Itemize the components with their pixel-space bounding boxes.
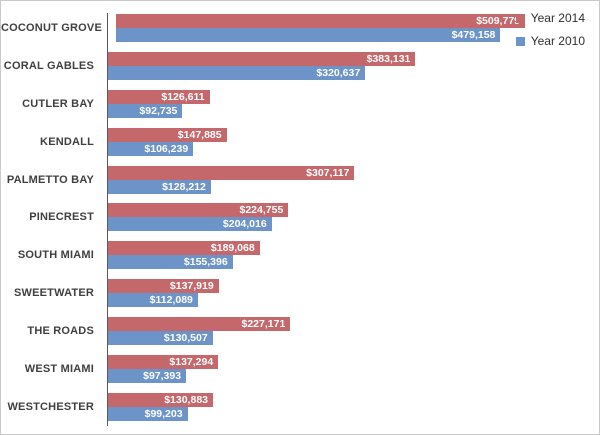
bar-value-label: $224,755 bbox=[239, 204, 284, 217]
bar-value-label: $97,393 bbox=[143, 370, 182, 383]
bar-value-label: $137,919 bbox=[169, 280, 214, 293]
chart-row: SWEETWATER $137,919 $112,089 bbox=[1, 279, 599, 308]
bar-year-2010: $130,507 bbox=[108, 331, 213, 346]
legend-item-year-2010: Year 2010 bbox=[515, 34, 585, 48]
bar-year-2014: $137,294 bbox=[108, 355, 219, 370]
bar-pair: $224,755 $204,016 bbox=[108, 203, 289, 232]
bar-year-2010: $128,212 bbox=[108, 179, 211, 194]
bar-pair: $147,885 $106,239 bbox=[108, 127, 227, 156]
bar-pair: $130,883 $99,203 bbox=[108, 392, 213, 421]
chart-row: SOUTH MIAMI $189,068 $155,396 bbox=[1, 241, 599, 270]
bar-year-2010: $99,203 bbox=[108, 406, 188, 421]
bar-pair: $307,117 $128,212 bbox=[108, 165, 355, 194]
bar-value-label: $106,239 bbox=[144, 142, 189, 155]
plot-area: COCONUT GROVE $509,779 $479,158 CORAL GABLE… bbox=[1, 14, 599, 421]
bar-value-label: $92,735 bbox=[139, 104, 178, 117]
bar-value-label: $130,883 bbox=[164, 393, 208, 406]
chart-row: COCONUT GROVE $509,779 $479,158 bbox=[1, 14, 599, 42]
bar-year-2014: $307,117 bbox=[108, 165, 355, 180]
bar-year-2010: $320,637 bbox=[108, 65, 366, 80]
category-label: PALMETTO BAY bbox=[6, 173, 94, 186]
chart-row: THE ROADS $227,171 $130,507 bbox=[1, 317, 599, 346]
bar-value-label: $204,016 bbox=[222, 218, 267, 231]
category-label: WESTCHESTER bbox=[7, 400, 94, 413]
bar-year-2014: $147,885 bbox=[108, 127, 227, 142]
bar-value-label: $128,212 bbox=[162, 180, 206, 193]
category-label: COCONUT GROVE bbox=[1, 22, 102, 34]
bar-pair: $189,068 $155,396 bbox=[108, 241, 260, 270]
bar-year-2010: $106,239 bbox=[108, 141, 194, 156]
category-label: WEST MIAMI bbox=[24, 363, 94, 376]
category-label: THE ROADS bbox=[27, 325, 94, 338]
bar-pair: $383,131 $320,637 bbox=[108, 51, 416, 80]
bar-value-label: $320,637 bbox=[316, 66, 361, 79]
bar-value-label: $509,779 bbox=[476, 15, 520, 27]
bar-year-2010: $479,158 bbox=[116, 28, 501, 42]
bar-value-label: $99,203 bbox=[144, 407, 183, 420]
bar-year-2014: $383,131 bbox=[108, 51, 416, 66]
category-label: CORAL GABLES bbox=[3, 59, 94, 72]
bar-year-2014: $137,919 bbox=[108, 279, 219, 294]
category-label: PINECREST bbox=[29, 211, 94, 224]
chart-row: CUTLER BAY $126,611 $92,735 bbox=[1, 89, 599, 118]
bar-year-2010: $112,089 bbox=[108, 293, 198, 308]
bar-year-2014: $224,755 bbox=[108, 203, 289, 218]
bar-pair: $126,611 $92,735 bbox=[108, 89, 210, 118]
bar-year-2010: $155,396 bbox=[108, 255, 233, 270]
bar-pair: $137,294 $97,393 bbox=[108, 355, 219, 384]
bar-value-label: $147,885 bbox=[177, 128, 222, 141]
chart-row: WESTCHESTER $130,883 $99,203 bbox=[1, 392, 599, 421]
chart-row: PALMETTO BAY $307,117 $128,212 bbox=[1, 165, 599, 194]
legend-item-year-2014: Year 2014 bbox=[515, 11, 585, 25]
bar-value-label: $130,507 bbox=[163, 332, 208, 345]
bar-value-label: $307,117 bbox=[306, 166, 350, 179]
bar-pair: $137,919 $112,089 bbox=[108, 279, 219, 308]
legend-swatch-year-2014 bbox=[515, 13, 525, 23]
legend-label: Year 2014 bbox=[530, 11, 585, 25]
category-axis-line bbox=[107, 13, 108, 426]
bar-value-label: $155,396 bbox=[183, 256, 228, 269]
bar-year-2014: $227,171 bbox=[108, 317, 291, 332]
category-label: KENDALL bbox=[40, 135, 94, 148]
chart-row: WEST MIAMI $137,294 $97,393 bbox=[1, 355, 599, 384]
chart-row: CORAL GABLES $383,131 $320,637 bbox=[1, 51, 599, 80]
bar-year-2010: $97,393 bbox=[108, 369, 187, 384]
bar-pair: $227,171 $130,507 bbox=[108, 317, 291, 346]
legend: Year 2014 Year 2010 bbox=[515, 11, 585, 48]
bar-year-2014: $126,611 bbox=[108, 89, 210, 104]
bar-pair: $509,779 $479,158 bbox=[116, 14, 525, 42]
category-label: SOUTH MIAMI bbox=[17, 249, 94, 262]
bar-value-label: $383,131 bbox=[366, 52, 411, 65]
bar-value-label: $126,611 bbox=[161, 90, 205, 103]
bar-year-2010: $92,735 bbox=[108, 103, 183, 118]
bar-value-label: $479,158 bbox=[451, 29, 496, 41]
bar-value-label: $227,171 bbox=[241, 318, 286, 331]
bar-value-label: $189,068 bbox=[210, 242, 255, 255]
bar-value-label: $112,089 bbox=[149, 294, 193, 307]
legend-swatch-year-2010 bbox=[515, 36, 525, 46]
chart-row: PINECREST $224,755 $204,016 bbox=[1, 203, 599, 232]
bar-year-2010: $204,016 bbox=[108, 217, 272, 232]
bar-year-2014: $189,068 bbox=[108, 241, 260, 256]
legend-label: Year 2010 bbox=[530, 34, 585, 48]
category-label: SWEETWATER bbox=[13, 287, 94, 300]
bar-year-2014: $509,779 bbox=[116, 14, 525, 28]
bar-year-2014: $130,883 bbox=[108, 392, 213, 407]
chart-row: KENDALL $147,885 $106,239 bbox=[1, 127, 599, 156]
category-label: CUTLER BAY bbox=[22, 97, 94, 110]
bar-value-label: $137,294 bbox=[169, 356, 214, 369]
